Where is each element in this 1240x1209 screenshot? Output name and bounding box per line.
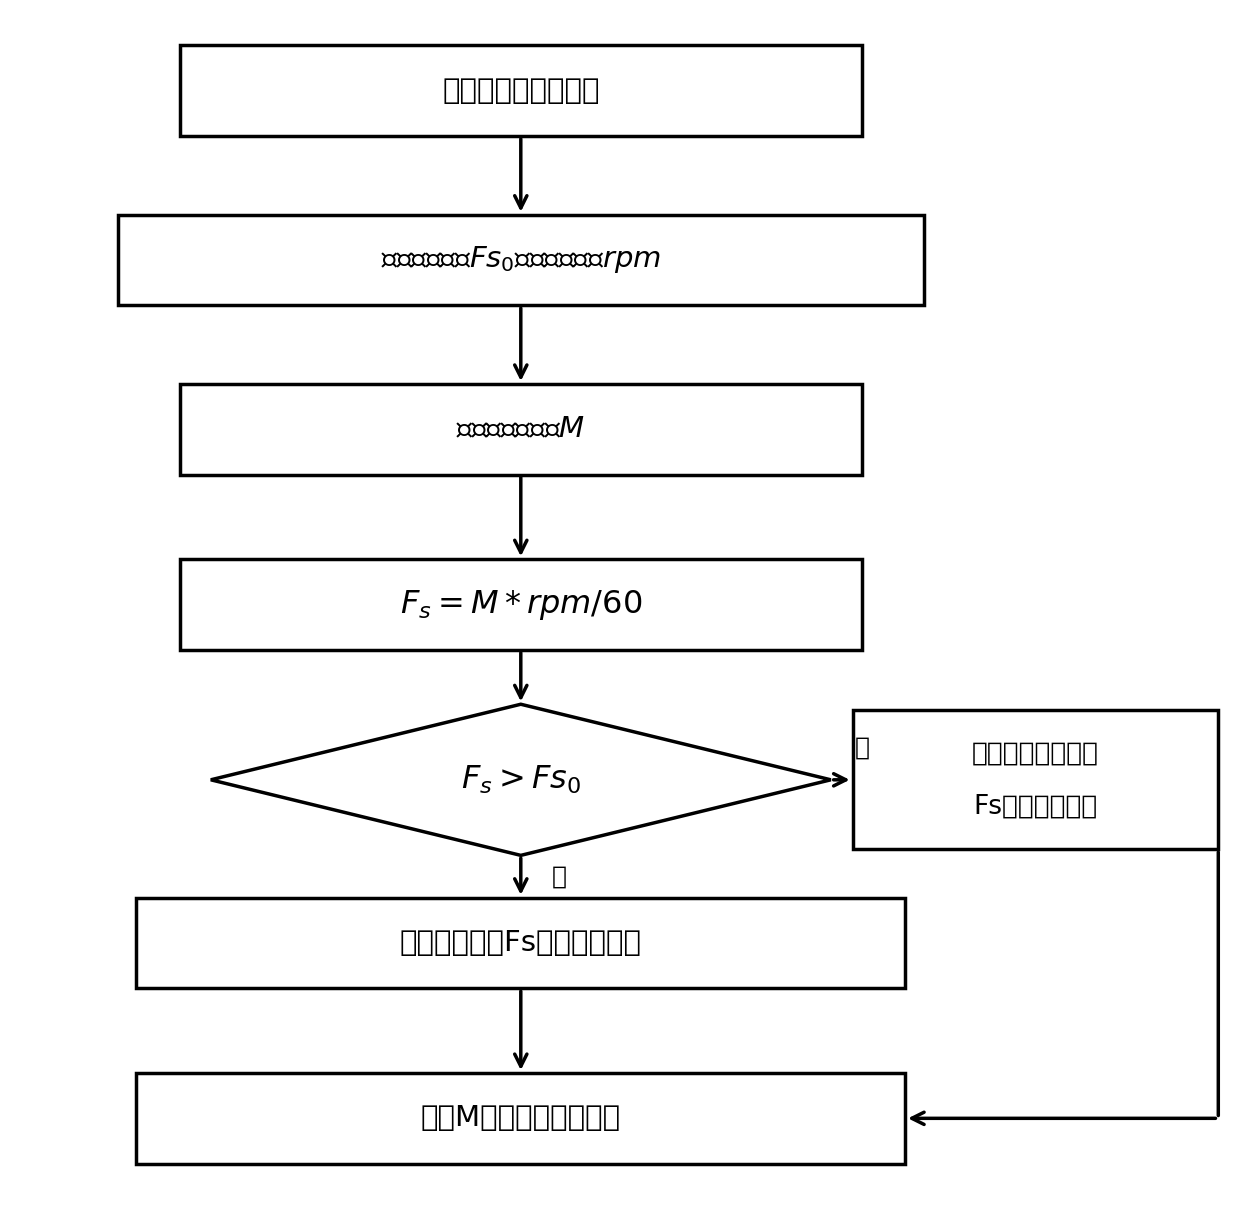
Text: 使用插値法将Fs提高至所需値: 使用插値法将Fs提高至所需値 bbox=[399, 929, 642, 958]
FancyBboxPatch shape bbox=[136, 897, 905, 989]
Text: 导入转速及振动信号: 导入转速及振动信号 bbox=[441, 76, 600, 105]
Text: 减少振动采样値使: 减少振动采样値使 bbox=[972, 740, 1099, 767]
FancyBboxPatch shape bbox=[136, 1074, 905, 1163]
Text: 是: 是 bbox=[552, 864, 567, 889]
Text: 确定每转采样数$\mathit{M}$: 确定每转采样数$\mathit{M}$ bbox=[456, 415, 585, 444]
FancyBboxPatch shape bbox=[118, 215, 924, 305]
Text: $\mathit{F_s > Fs_0}$: $\mathit{F_s > Fs_0}$ bbox=[461, 764, 580, 796]
Text: Fs减少至所需値: Fs减少至所需値 bbox=[973, 793, 1097, 820]
Text: $\mathit{F_s = M * rpm/60}$: $\mathit{F_s = M * rpm/60}$ bbox=[399, 588, 642, 621]
Text: 已知采样频率$\mathit{Fs_0}$和各时刻转速$\mathit{rpm}$: 已知采样频率$\mathit{Fs_0}$和各时刻转速$\mathit{rpm}… bbox=[381, 244, 661, 276]
Text: 获得M一定的重采样信号: 获得M一定的重采样信号 bbox=[420, 1104, 621, 1133]
Text: 否: 否 bbox=[854, 735, 869, 759]
FancyBboxPatch shape bbox=[180, 45, 862, 135]
FancyBboxPatch shape bbox=[853, 711, 1218, 849]
FancyBboxPatch shape bbox=[180, 384, 862, 474]
Polygon shape bbox=[211, 704, 831, 856]
FancyBboxPatch shape bbox=[180, 559, 862, 650]
